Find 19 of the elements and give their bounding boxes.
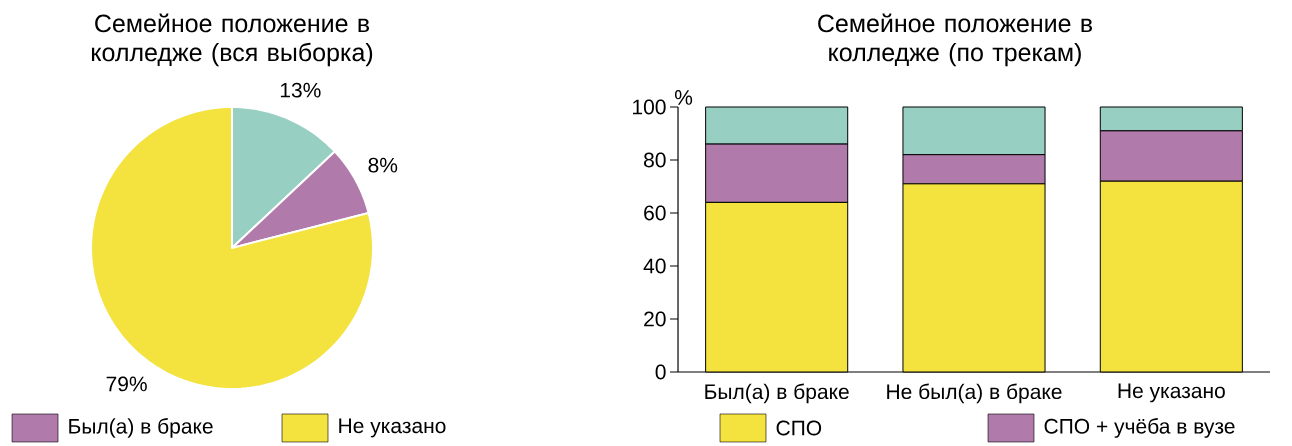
legend-label: СПО + учёба в вузе xyxy=(1044,418,1235,438)
data-label: 13% xyxy=(280,82,321,98)
y-tick-label: 60 xyxy=(644,205,666,221)
x-tick-label: Не указано xyxy=(1118,383,1225,403)
y-tick-label: 100 xyxy=(633,99,666,115)
data-label: 79% xyxy=(106,376,147,392)
data-label: 8% xyxy=(368,157,398,173)
legend-label: Был(а) в браке xyxy=(69,418,213,438)
y-axis-title: % xyxy=(674,90,693,105)
x-tick-label: Не был(а) в браке xyxy=(887,383,1062,404)
y-tick-label: 0 xyxy=(655,364,666,380)
x-tick-label: Был(а) в браке xyxy=(705,383,849,404)
y-tick-label: 80 xyxy=(644,152,666,168)
chart-title: Семейное положение в колледже (вся выборка) xyxy=(91,13,373,67)
y-tick-label: 20 xyxy=(644,311,666,327)
legend-label: Не указано xyxy=(339,418,446,438)
legend-label: СПО xyxy=(776,420,822,436)
chart-title: Семейное положение в колледже (по трекам) xyxy=(818,13,1093,67)
y-tick-label: 40 xyxy=(643,258,666,274)
